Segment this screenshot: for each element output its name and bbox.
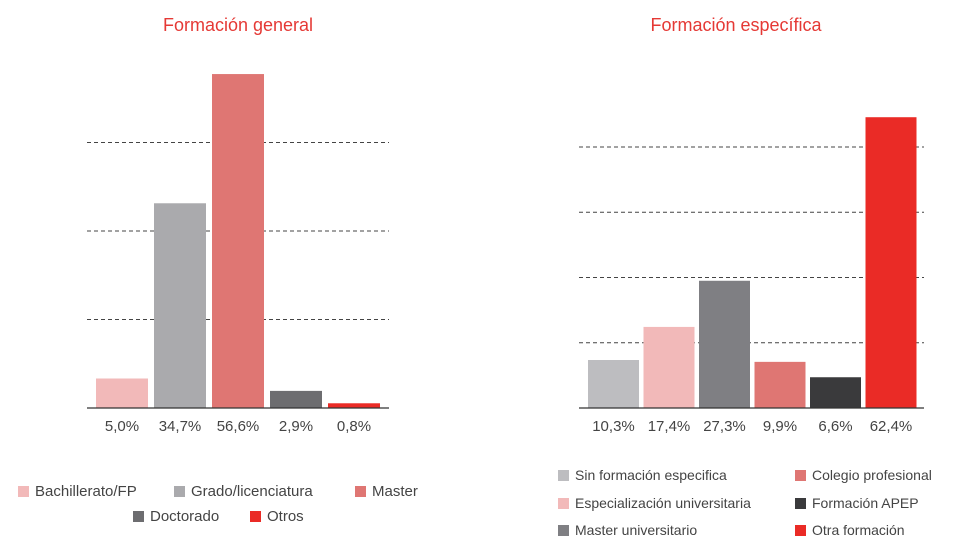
chart2-bar-3 bbox=[699, 280, 750, 408]
legend-swatch bbox=[174, 486, 185, 497]
legend-label: Formación APEP bbox=[812, 495, 919, 511]
chart2-bar-2 bbox=[643, 326, 695, 408]
legend-label: Grado/licenciatura bbox=[191, 483, 313, 500]
legend-label: Especialización universitaria bbox=[575, 495, 751, 511]
legend-label: Bachillerato/FP bbox=[35, 483, 137, 500]
chart1-value-label-3: 56,6% bbox=[217, 418, 260, 435]
chart1-value-label-4: 2,9% bbox=[279, 418, 313, 435]
chart1-bar-2 bbox=[154, 203, 206, 408]
legend-item-colegio: Colegio profesional bbox=[795, 467, 932, 483]
legend-item-otros: Otros bbox=[250, 508, 304, 525]
chart1-title: Formación general bbox=[162, 15, 314, 35]
legend-swatch bbox=[558, 497, 569, 509]
legend-item-bachillerato: Bachillerato/FP bbox=[18, 483, 137, 500]
chart2-title: Formación específica bbox=[650, 15, 822, 35]
legend-item-apep: Formación APEP bbox=[795, 495, 919, 511]
legend-item-doctorado: Doctorado bbox=[133, 508, 219, 525]
legend-item-sin-formacion: Sin formación especifica bbox=[558, 467, 727, 483]
chart2-value-label-6: 62,4% bbox=[870, 418, 913, 435]
legend-label: Doctorado bbox=[150, 508, 220, 525]
chart1-value-label-2: 34,7% bbox=[159, 418, 202, 435]
legend-label: Master bbox=[372, 483, 418, 500]
legend-label: Master universitario bbox=[575, 522, 698, 538]
chart1-value-label-5: 0,8% bbox=[337, 418, 371, 435]
legend-item-especializacion: Especialización universitaria bbox=[558, 495, 751, 511]
legend-swatch bbox=[355, 486, 366, 497]
chart2-bar-5 bbox=[810, 377, 861, 408]
legend-item-master-universitario: Master universitario bbox=[558, 522, 697, 538]
legend-swatch bbox=[558, 469, 569, 481]
legend-item-grado: Grado/licenciatura bbox=[174, 483, 313, 500]
chart2-value-label-1: 10,3% bbox=[592, 418, 635, 435]
chart1-bar-5 bbox=[328, 403, 380, 408]
legend-item-otra-formacion: Otra formación bbox=[795, 522, 905, 538]
legend-label: Colegio profesional bbox=[812, 467, 932, 483]
chart2-value-label-2: 17,4% bbox=[648, 418, 691, 435]
chart1-bar-4 bbox=[270, 390, 322, 408]
chart1-bar-3 bbox=[212, 74, 264, 408]
legend-swatch bbox=[795, 469, 806, 481]
chart2-bar-6 bbox=[865, 117, 917, 408]
legend-label: Otros bbox=[267, 508, 304, 525]
legend-swatch bbox=[795, 524, 806, 536]
chart1-value-label-1: 5,0% bbox=[105, 418, 139, 435]
legend-item-master: Master bbox=[355, 483, 418, 500]
chart2-value-label-4: 9,9% bbox=[763, 418, 797, 435]
legend-label: Otra formación bbox=[812, 522, 905, 538]
legend-label: Sin formación especifica bbox=[575, 467, 727, 483]
legend-swatch bbox=[795, 497, 806, 509]
legend-swatch bbox=[250, 511, 261, 522]
chart2-value-label-3: 27,3% bbox=[703, 418, 746, 435]
legend-swatch bbox=[18, 486, 29, 497]
chart2-bar-1 bbox=[588, 360, 639, 408]
chart1-bar-1 bbox=[96, 378, 148, 408]
chart2-value-label-5: 6,6% bbox=[818, 418, 852, 435]
legend-swatch bbox=[558, 524, 569, 536]
chart2-bar-4 bbox=[754, 361, 806, 408]
legend-swatch bbox=[133, 511, 144, 522]
